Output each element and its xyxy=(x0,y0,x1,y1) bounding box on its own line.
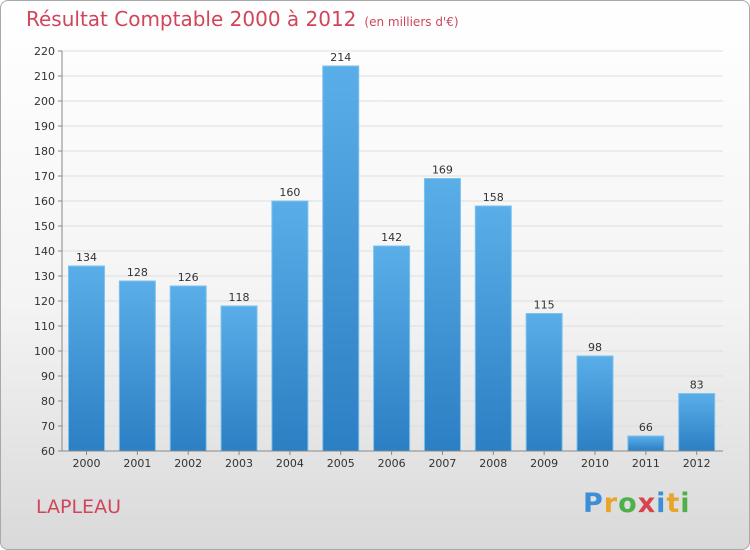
bar xyxy=(474,205,512,452)
y-tick-label: 100 xyxy=(34,345,55,358)
chart-title: Résultat Comptable 2000 à 2012 (en millie… xyxy=(26,7,459,31)
x-tick-label: 2002 xyxy=(174,457,202,470)
bar-value-label: 142 xyxy=(381,231,402,244)
x-tick-label: 2003 xyxy=(225,457,253,470)
bars: 134 128 126 118 160 214 142 169 158 115 98 66 83 xyxy=(68,51,716,452)
x-tick-label: 2010 xyxy=(581,457,609,470)
commune-name: LAPLEAU xyxy=(36,496,121,518)
x-tick-label: 2008 xyxy=(479,457,507,470)
x-tick-label: 2012 xyxy=(683,457,711,470)
x-tick-label: 2006 xyxy=(378,457,406,470)
bar xyxy=(678,393,716,452)
bar xyxy=(118,280,156,452)
y-tick-label: 120 xyxy=(34,295,55,308)
bar-value-label: 66 xyxy=(639,421,653,434)
y-tick-label: 210 xyxy=(34,70,55,83)
y-tick-label: 70 xyxy=(41,420,55,433)
bar-value-label: 115 xyxy=(534,299,555,312)
y-tick-label: 110 xyxy=(34,320,55,333)
bar xyxy=(271,200,309,452)
y-tick-label: 140 xyxy=(34,245,55,258)
bar xyxy=(220,305,258,452)
x-tick-label: 2009 xyxy=(530,457,558,470)
y-tick-label: 170 xyxy=(34,170,55,183)
bar-value-label: 158 xyxy=(483,191,504,204)
x-tick-label: 2007 xyxy=(428,457,456,470)
x-tick-label: 2011 xyxy=(632,457,660,470)
bar-value-label: 134 xyxy=(76,251,97,264)
bar-value-label: 126 xyxy=(178,271,199,284)
bar xyxy=(373,245,411,452)
y-tick-label: 190 xyxy=(34,120,55,133)
y-tick-label: 180 xyxy=(34,145,55,158)
x-axis-ticks: 2000 2001 2002 2003 2004 2005 2006 2007 2008 2009… xyxy=(73,451,711,470)
x-tick-label: 2001 xyxy=(123,457,151,470)
chart-unit: (en milliers d'€) xyxy=(364,15,459,29)
bar-value-label: 83 xyxy=(690,379,704,392)
y-tick-label: 90 xyxy=(41,370,55,383)
bar-value-label: 214 xyxy=(330,51,351,64)
bar xyxy=(169,285,207,452)
bar xyxy=(576,355,614,452)
bar-value-label: 118 xyxy=(229,291,250,304)
y-tick-label: 130 xyxy=(34,270,55,283)
y-tick-label: 160 xyxy=(34,195,55,208)
bar-value-label: 128 xyxy=(127,266,148,279)
bar xyxy=(525,313,563,452)
bar xyxy=(322,65,360,452)
bar xyxy=(423,178,461,452)
x-tick-label: 2005 xyxy=(327,457,355,470)
bar xyxy=(68,265,105,452)
bar-value-label: 98 xyxy=(588,341,602,354)
y-tick-label: 150 xyxy=(34,220,55,233)
bar-value-label: 160 xyxy=(279,186,300,199)
x-tick-label: 2000 xyxy=(73,457,101,470)
bar xyxy=(627,435,665,452)
x-tick-label: 2004 xyxy=(276,457,304,470)
bar-value-label: 169 xyxy=(432,164,453,177)
y-tick-label: 200 xyxy=(34,95,55,108)
proxiti-logo: Proxiti xyxy=(583,488,691,519)
y-axis-ticks: 60 70 80 90 100 110 120 130 140 150 160 170 180 190 20… xyxy=(34,45,62,458)
y-tick-label: 80 xyxy=(41,395,55,408)
y-tick-label: 60 xyxy=(41,445,55,458)
y-tick-label: 220 xyxy=(34,45,55,58)
